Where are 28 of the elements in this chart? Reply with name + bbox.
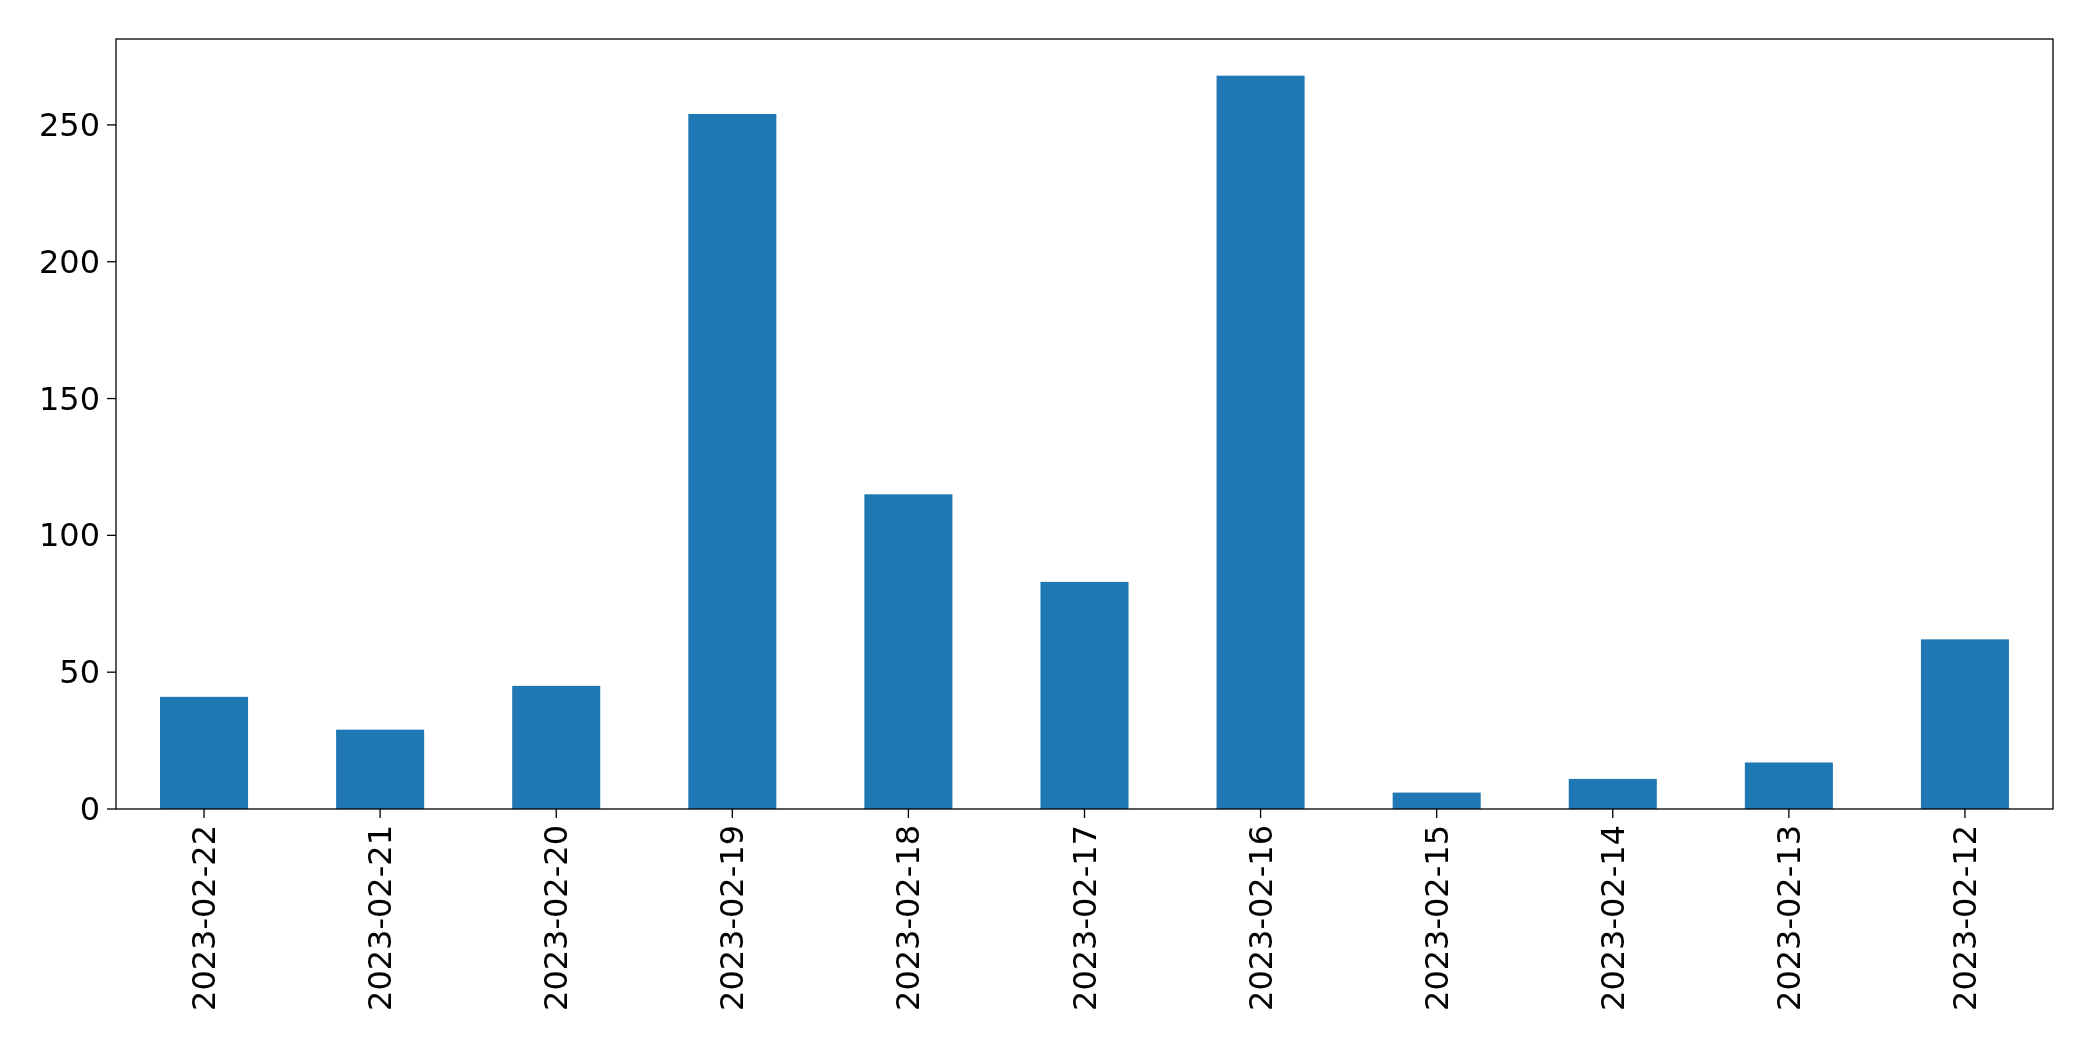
x-tick-label: 2023-02-22 bbox=[185, 825, 224, 1011]
bar bbox=[1216, 75, 1305, 809]
y-tick-label: 50 bbox=[59, 653, 100, 692]
bar bbox=[1040, 581, 1129, 809]
x-tick-label: 2023-02-19 bbox=[713, 825, 752, 1011]
bar bbox=[1568, 778, 1657, 809]
x-tick-label: 2023-02-21 bbox=[361, 825, 400, 1011]
y-tick-label: 0 bbox=[79, 790, 100, 828]
bar bbox=[336, 729, 425, 809]
bar bbox=[512, 685, 601, 809]
x-tick-label: 2023-02-13 bbox=[1769, 825, 1808, 1011]
y-tick-label: 100 bbox=[38, 516, 100, 555]
x-tick-label: 2023-02-12 bbox=[1945, 825, 1984, 1011]
bar bbox=[160, 696, 249, 809]
x-tick-label: 2023-02-15 bbox=[1417, 825, 1456, 1011]
x-tick-label: 2023-02-17 bbox=[1065, 825, 1104, 1011]
bar bbox=[688, 113, 777, 809]
bar bbox=[1744, 762, 1833, 809]
x-tick-label: 2023-02-18 bbox=[889, 825, 928, 1011]
bar bbox=[864, 494, 953, 809]
y-tick-label: 150 bbox=[38, 379, 100, 418]
x-tick-label: 2023-02-14 bbox=[1593, 825, 1632, 1011]
y-tick-label: 250 bbox=[38, 105, 100, 144]
y-tick-label: 200 bbox=[38, 242, 100, 281]
bar bbox=[1920, 639, 2009, 809]
x-tick-label: 2023-02-20 bbox=[537, 825, 576, 1011]
x-tick-label: 2023-02-16 bbox=[1241, 825, 1280, 1011]
bar bbox=[1392, 792, 1481, 809]
